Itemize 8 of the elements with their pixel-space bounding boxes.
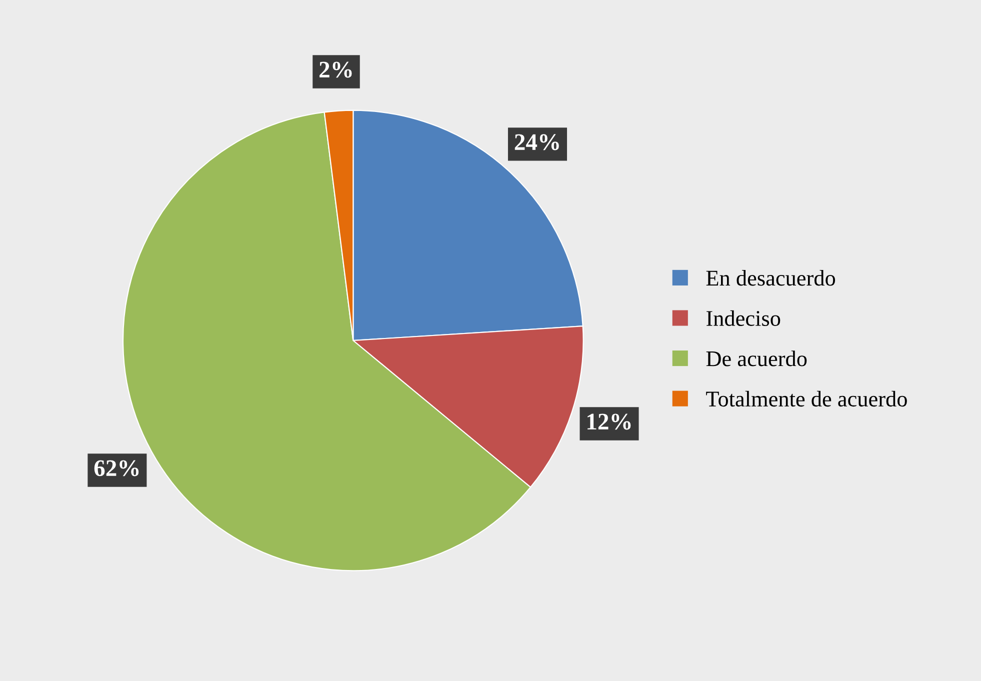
legend-label: De acuerdo bbox=[706, 350, 807, 366]
legend-label: Indeciso bbox=[706, 310, 780, 326]
legend-label: Totalmente de acuerdo bbox=[706, 390, 907, 407]
data-label: 2% bbox=[320, 62, 352, 78]
data-label: 62% bbox=[94, 460, 139, 476]
data-label: 24% bbox=[514, 134, 559, 150]
data-label: 12% bbox=[588, 414, 631, 430]
legend-label: En desacuerdo bbox=[706, 270, 836, 286]
